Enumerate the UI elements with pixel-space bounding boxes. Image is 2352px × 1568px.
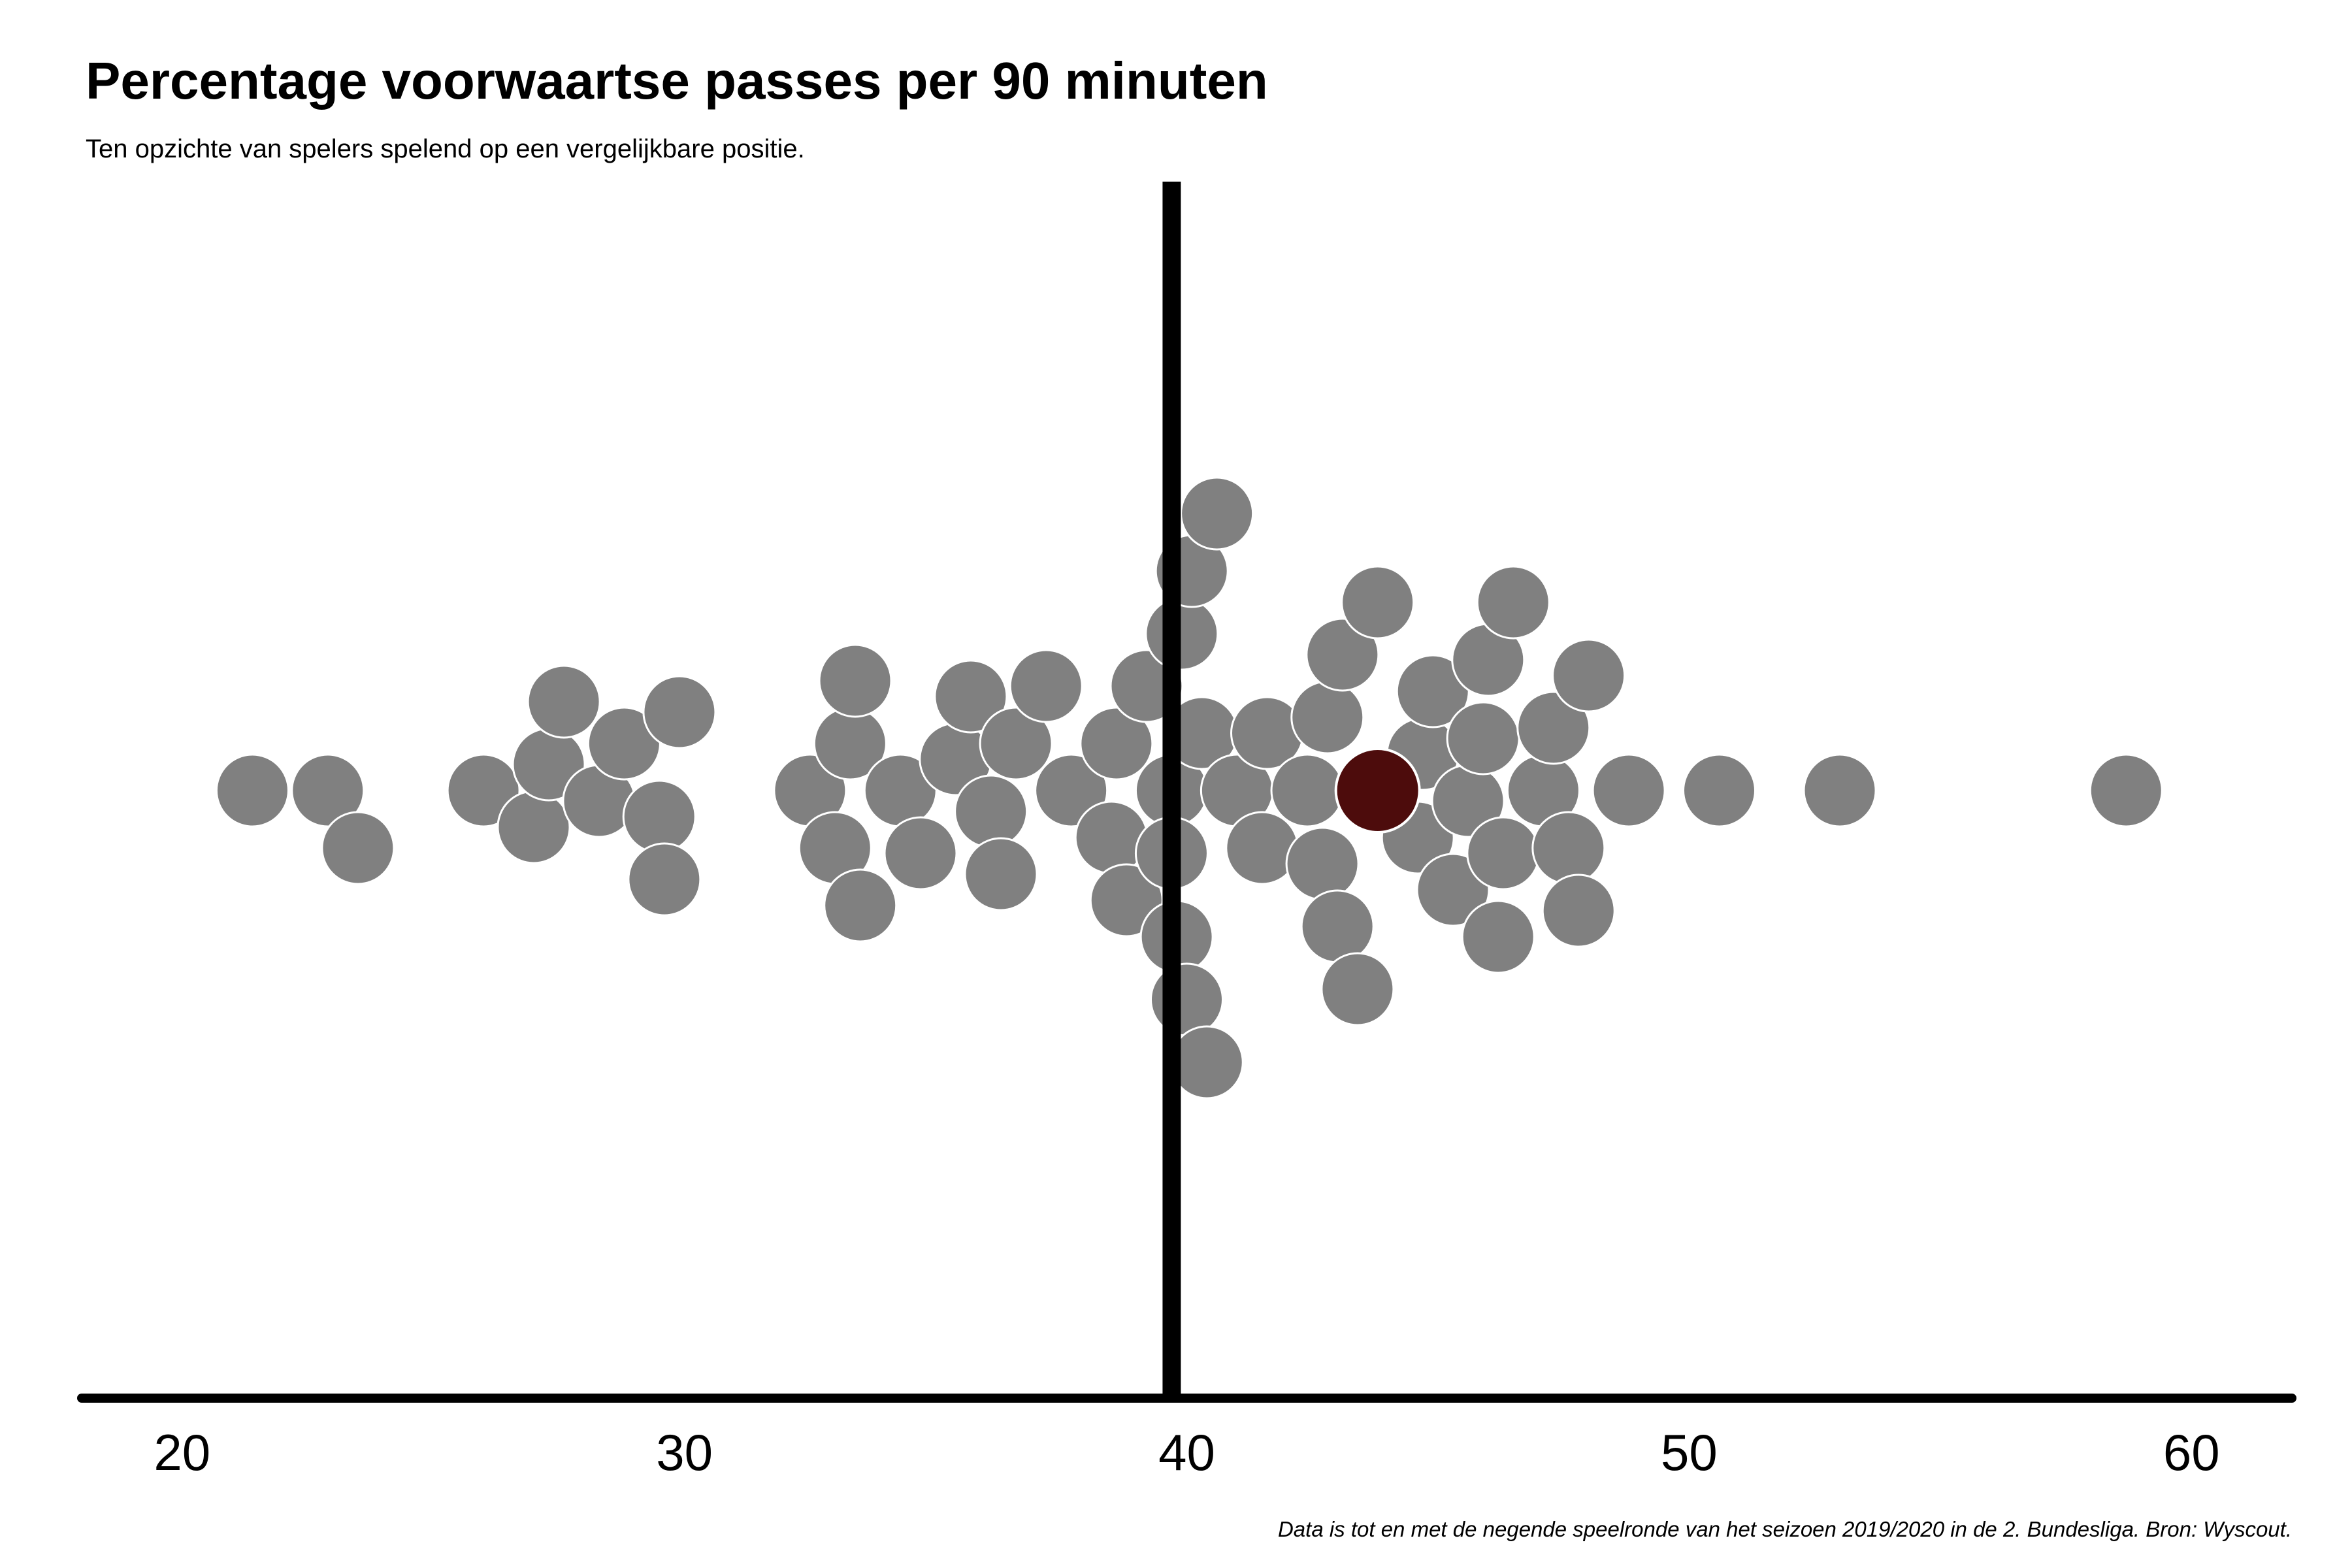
data-point (622, 779, 696, 854)
data-point (1476, 565, 1550, 640)
source-caption: Data is tot en met de negende speelronde… (1277, 1517, 2292, 1541)
highlighted-point (1334, 747, 1421, 834)
chart-title: Percentage voorwaartse passes per 90 min… (86, 52, 1268, 110)
data-point (1803, 753, 1877, 828)
data-point (527, 664, 601, 739)
data-point (1079, 706, 1154, 781)
data-point (497, 790, 571, 864)
data-point (291, 753, 365, 828)
x-tick-label: 60 (2163, 1424, 2220, 1481)
data-point (1285, 826, 1360, 901)
data-point (1305, 617, 1380, 692)
data-point (1169, 1025, 1244, 1100)
data-point (979, 706, 1053, 781)
x-tick-label: 50 (1661, 1424, 1718, 1481)
chart-subtitle: Ten opzichte van spelers spelend op een … (86, 135, 805, 163)
data-point (1290, 680, 1365, 755)
x-tick-label: 20 (154, 1424, 210, 1481)
data-point (1466, 816, 1541, 890)
data-point (1320, 952, 1395, 1026)
data-point (1180, 476, 1254, 551)
data-point (1089, 863, 1164, 938)
data-point (883, 816, 958, 890)
data-point (1009, 649, 1083, 723)
data-point (954, 774, 1028, 849)
data-point (1416, 853, 1490, 927)
x-tick-label: 40 (1158, 1424, 1215, 1481)
data-point (1516, 691, 1591, 765)
x-axis-ticks: 20 30 40 50 60 (154, 1424, 2219, 1481)
data-point (627, 842, 702, 917)
data-point (1150, 962, 1224, 1037)
data-point (1531, 811, 1606, 885)
data-point (964, 837, 1038, 911)
data-point (321, 811, 395, 885)
data-point (1541, 874, 1616, 948)
data-point (1446, 701, 1520, 776)
data-point (446, 753, 521, 828)
data-point (1461, 900, 1535, 974)
data-point (934, 659, 1008, 734)
points-layer (215, 476, 2163, 1100)
data-point (1300, 889, 1375, 964)
data-point (1552, 638, 1626, 713)
data-point (1341, 565, 1415, 640)
data-point (642, 675, 717, 749)
data-point (215, 753, 289, 828)
data-point (823, 868, 898, 943)
data-point (1145, 596, 1219, 671)
data-point (1592, 753, 1666, 828)
x-tick-label: 30 (656, 1424, 713, 1481)
data-point (1270, 753, 1345, 828)
data-point (818, 644, 892, 718)
data-point (1682, 753, 1756, 828)
data-point (2089, 753, 2163, 828)
